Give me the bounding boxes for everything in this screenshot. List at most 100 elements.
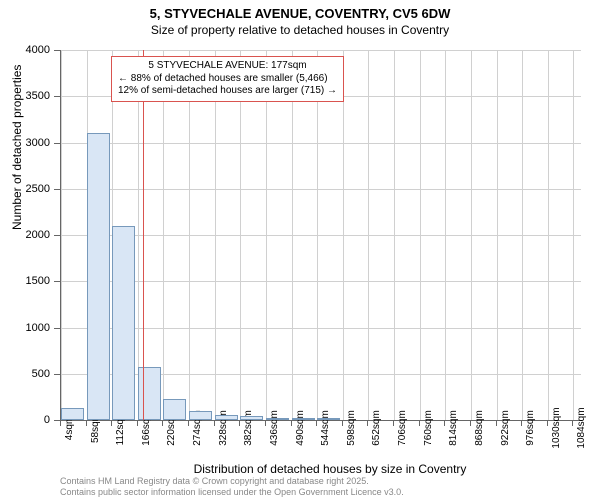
- gridline-horizontal: [61, 235, 581, 236]
- x-axis-label: Distribution of detached houses by size …: [30, 462, 600, 476]
- xtick-mark: [572, 420, 573, 426]
- gridline-vertical: [163, 50, 164, 420]
- gridline-horizontal: [61, 281, 581, 282]
- annotation-box: 5 STYVECHALE AVENUE: 177sqm← 88% of deta…: [111, 56, 344, 102]
- xtick-label: 1030sqm: [551, 407, 562, 448]
- xtick-mark: [137, 420, 138, 426]
- xtick-mark: [265, 420, 266, 426]
- xtick-mark: [214, 420, 215, 426]
- gridline-vertical: [522, 50, 523, 420]
- xtick-mark: [316, 420, 317, 426]
- chart-container: 5, STYVECHALE AVENUE, COVENTRY, CV5 6DW …: [0, 0, 600, 500]
- ytick-label: 2000: [0, 229, 50, 241]
- ytick-label: 4000: [0, 44, 50, 56]
- histogram-bar: [163, 399, 186, 420]
- histogram-bar: [240, 416, 263, 420]
- histogram-bar: [138, 367, 161, 420]
- histogram-bar: [215, 415, 238, 420]
- histogram-bar: [112, 226, 135, 420]
- ytick-label: 1500: [0, 275, 50, 287]
- histogram-bar: [317, 418, 340, 420]
- ytick-label: 500: [0, 368, 50, 380]
- xtick-mark: [60, 420, 61, 426]
- footer-attribution: Contains HM Land Registry data © Crown c…: [60, 476, 404, 498]
- gridline-vertical: [343, 50, 344, 420]
- gridline-vertical: [394, 50, 395, 420]
- gridline-vertical: [420, 50, 421, 420]
- ytick-mark: [54, 189, 60, 190]
- gridline-vertical: [215, 50, 216, 420]
- ytick-mark: [54, 143, 60, 144]
- gridline-vertical: [497, 50, 498, 420]
- gridline-vertical: [138, 50, 139, 420]
- annotation-line: ← 88% of detached houses are smaller (5,…: [118, 73, 337, 86]
- xtick-mark: [393, 420, 394, 426]
- gridline-horizontal: [61, 50, 581, 51]
- gridline-vertical: [471, 50, 472, 420]
- xtick-label: 814sqm: [448, 410, 459, 446]
- ytick-mark: [54, 281, 60, 282]
- histogram-bar: [87, 133, 110, 420]
- xtick-label: 544sqm: [320, 410, 331, 446]
- gridline-vertical: [445, 50, 446, 420]
- xtick-label: 490sqm: [295, 410, 306, 446]
- ytick-label: 3000: [0, 137, 50, 149]
- ytick-label: 1000: [0, 322, 50, 334]
- footer-line-2: Contains public sector information licen…: [60, 487, 404, 498]
- gridline-horizontal: [61, 143, 581, 144]
- gridline-vertical: [266, 50, 267, 420]
- xtick-mark: [162, 420, 163, 426]
- chart-plot-area: 5 STYVECHALE AVENUE: 177sqm← 88% of deta…: [60, 50, 581, 421]
- xtick-label: 760sqm: [423, 410, 434, 446]
- xtick-mark: [444, 420, 445, 426]
- gridline-vertical: [61, 50, 62, 420]
- xtick-label: 976sqm: [525, 410, 536, 446]
- chart-subtitle: Size of property relative to detached ho…: [0, 23, 600, 41]
- xtick-mark: [547, 420, 548, 426]
- xtick-label: 1084sqm: [576, 407, 587, 448]
- gridline-vertical: [317, 50, 318, 420]
- ytick-mark: [54, 328, 60, 329]
- histogram-bar: [189, 411, 212, 420]
- ytick-mark: [54, 50, 60, 51]
- gridline-vertical: [240, 50, 241, 420]
- chart-title: 5, STYVECHALE AVENUE, COVENTRY, CV5 6DW: [0, 0, 600, 23]
- ytick-mark: [54, 374, 60, 375]
- xtick-mark: [367, 420, 368, 426]
- histogram-bar: [292, 418, 315, 420]
- xtick-label: 652sqm: [371, 410, 382, 446]
- xtick-label: 706sqm: [397, 410, 408, 446]
- xtick-label: 598sqm: [346, 410, 357, 446]
- gridline-vertical: [548, 50, 549, 420]
- marker-line: [143, 50, 144, 420]
- ytick-label: 2500: [0, 183, 50, 195]
- xtick-label: 436sqm: [269, 410, 280, 446]
- xtick-mark: [291, 420, 292, 426]
- gridline-vertical: [368, 50, 369, 420]
- annotation-line: 5 STYVECHALE AVENUE: 177sqm: [118, 60, 337, 73]
- xtick-mark: [111, 420, 112, 426]
- xtick-mark: [188, 420, 189, 426]
- xtick-label: 922sqm: [500, 410, 511, 446]
- xtick-mark: [86, 420, 87, 426]
- ytick-label: 3500: [0, 90, 50, 102]
- gridline-vertical: [189, 50, 190, 420]
- xtick-mark: [496, 420, 497, 426]
- xtick-mark: [239, 420, 240, 426]
- xtick-mark: [521, 420, 522, 426]
- annotation-line: 12% of semi-detached houses are larger (…: [118, 85, 337, 98]
- xtick-mark: [470, 420, 471, 426]
- ytick-mark: [54, 235, 60, 236]
- histogram-bar: [61, 408, 84, 420]
- xtick-mark: [342, 420, 343, 426]
- gridline-horizontal: [61, 189, 581, 190]
- footer-line-1: Contains HM Land Registry data © Crown c…: [60, 476, 404, 487]
- gridline-vertical: [292, 50, 293, 420]
- gridline-vertical: [573, 50, 574, 420]
- gridline-horizontal: [61, 328, 581, 329]
- xtick-label: 868sqm: [474, 410, 485, 446]
- xtick-mark: [419, 420, 420, 426]
- histogram-bar: [266, 418, 289, 420]
- ytick-label: 0: [0, 414, 50, 426]
- ytick-mark: [54, 96, 60, 97]
